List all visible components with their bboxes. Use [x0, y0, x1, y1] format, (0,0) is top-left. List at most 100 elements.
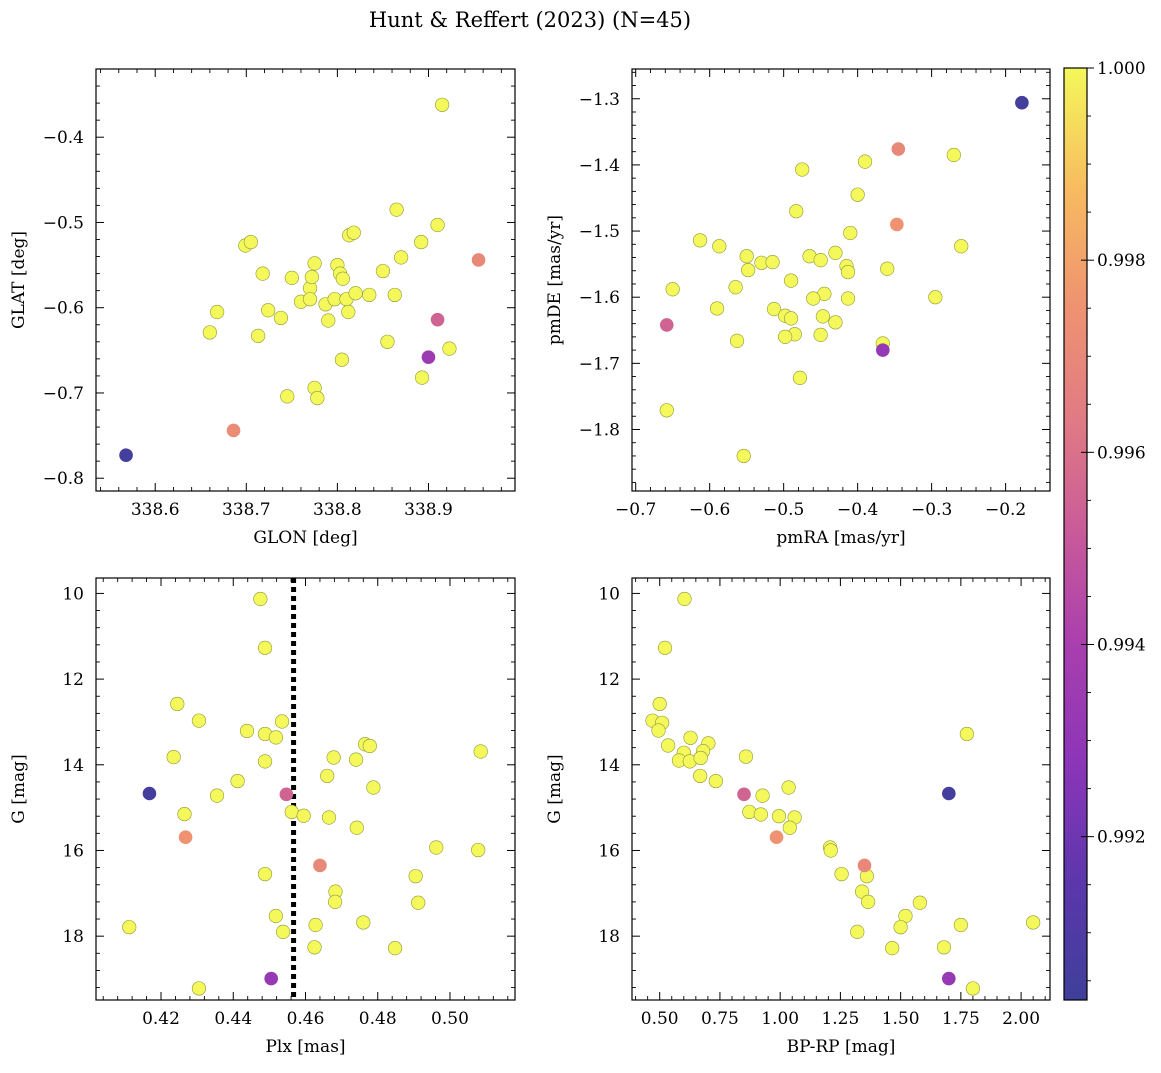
data-point: [693, 750, 708, 766]
x-tick-label: 338.7: [222, 500, 271, 520]
data-point: [328, 894, 343, 909]
data-point: [755, 788, 770, 803]
y-axis-label: GLAT [deg]: [9, 231, 29, 329]
data-point: [651, 723, 666, 738]
data-point: [210, 304, 225, 320]
colorbar-tick-label: 0.994: [1097, 635, 1146, 655]
data-point: [692, 233, 708, 248]
data-point: [251, 328, 266, 343]
colorbar-gradient: [1063, 67, 1088, 1001]
y-tick-label: 12: [598, 670, 620, 690]
y-tick-label: −0.8: [43, 469, 84, 489]
data-point: [257, 640, 273, 655]
y-tick-label: −0.7: [43, 384, 84, 404]
data-point: [828, 245, 843, 260]
data-point: [936, 940, 952, 955]
data-point: [657, 640, 673, 655]
panel-plx-g: 0.42 0.44 0.46 0.48 0.50 10 12 14 16 18 Plx [mas] G…: [9, 577, 516, 1057]
x-axis-label: GLON [deg]: [253, 528, 357, 548]
data-point: [310, 390, 325, 406]
data-point: [313, 858, 327, 873]
data-point: [954, 239, 969, 254]
data-point: [795, 162, 810, 177]
data-point: [366, 780, 381, 795]
data-point: [119, 448, 133, 462]
y-tick-label: 14: [62, 756, 84, 776]
axes-frame: [631, 68, 1051, 492]
x-tick-label: −0.7: [615, 500, 656, 520]
data-point: [348, 286, 363, 301]
data-point: [946, 147, 961, 163]
axes-frame: [631, 577, 1051, 1001]
data-point: [346, 225, 361, 240]
data-point: [850, 187, 865, 202]
data-point: [473, 744, 488, 759]
data-point: [429, 840, 444, 855]
data-point: [782, 820, 797, 835]
data-point: [815, 309, 830, 324]
x-tick-label: 338.6: [131, 500, 180, 520]
data-point: [178, 830, 193, 844]
data-point: [813, 327, 828, 342]
data-point: [736, 448, 751, 464]
x-tick-label: 1.00: [761, 1009, 799, 1029]
data-point: [683, 730, 698, 745]
data-point: [284, 270, 299, 285]
x-tick-label: −0.6: [689, 500, 730, 520]
data-point: [321, 810, 337, 825]
x-tick-label: 338.8: [313, 500, 362, 520]
data-point: [257, 866, 273, 882]
data-point: [268, 908, 283, 924]
data-point: [414, 234, 429, 250]
data-point: [843, 225, 858, 241]
data-point: [753, 807, 768, 822]
data-point: [356, 915, 371, 930]
data-point: [280, 389, 295, 404]
data-point: [279, 787, 294, 802]
data-point: [471, 253, 486, 267]
data-point: [942, 786, 956, 801]
data-point: [191, 981, 207, 996]
data-point: [677, 591, 692, 607]
data-point: [191, 713, 207, 728]
data-point: [304, 269, 319, 285]
data-point: [380, 334, 395, 349]
data-point: [738, 749, 754, 764]
data-point: [778, 329, 793, 344]
data-point: [296, 808, 311, 823]
data-point: [264, 971, 278, 986]
data-point: [742, 804, 757, 820]
data-point: [850, 924, 865, 939]
data-point: [880, 261, 895, 276]
data-point: [665, 282, 680, 297]
data-point: [771, 809, 787, 824]
data-point: [284, 804, 299, 820]
data-point: [442, 341, 457, 356]
data-point: [659, 318, 674, 332]
data-point: [861, 894, 876, 909]
data-point: [712, 239, 727, 254]
axes-frame: [95, 68, 516, 492]
data-point: [362, 287, 377, 303]
data-point: [414, 370, 430, 385]
data-point: [857, 858, 872, 873]
data-point: [783, 273, 799, 288]
panel-pmra-pmde: −0.7 −0.6 −0.5 −0.4 −0.3 −0.2 −1.3 −1.4 −1.5 −1.6…: [545, 68, 1051, 548]
data-point: [893, 920, 908, 935]
data-point: [912, 895, 928, 910]
data-point: [765, 255, 780, 270]
x-axis-label: Plx [mas]: [265, 1037, 345, 1057]
data-point: [885, 941, 900, 956]
data-point: [349, 820, 364, 835]
x-tick-label: 0.46: [287, 1009, 325, 1029]
x-tick-label: 0.50: [431, 1009, 469, 1029]
data-point: [230, 773, 245, 789]
y-tick-label: 12: [62, 670, 84, 690]
data-point: [783, 311, 799, 326]
data-point: [243, 234, 258, 250]
x-tick-label: 0.44: [214, 1009, 252, 1029]
data-point: [142, 786, 157, 801]
data-point: [737, 787, 751, 802]
